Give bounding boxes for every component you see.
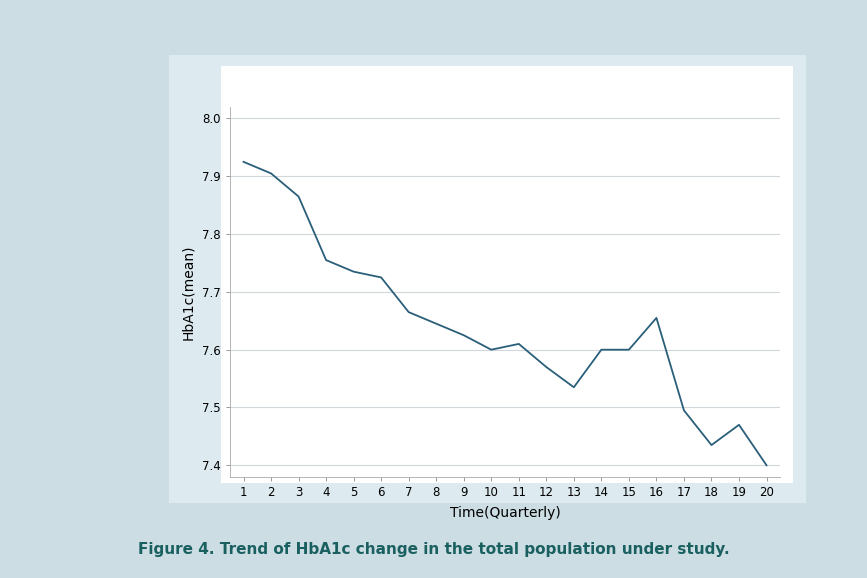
Text: Figure 4. Trend of HbA1c change in the total population under study.: Figure 4. Trend of HbA1c change in the t…	[138, 542, 729, 557]
Y-axis label: HbA1c(mean): HbA1c(mean)	[181, 244, 195, 340]
X-axis label: Time(Quarterly): Time(Quarterly)	[450, 506, 560, 520]
